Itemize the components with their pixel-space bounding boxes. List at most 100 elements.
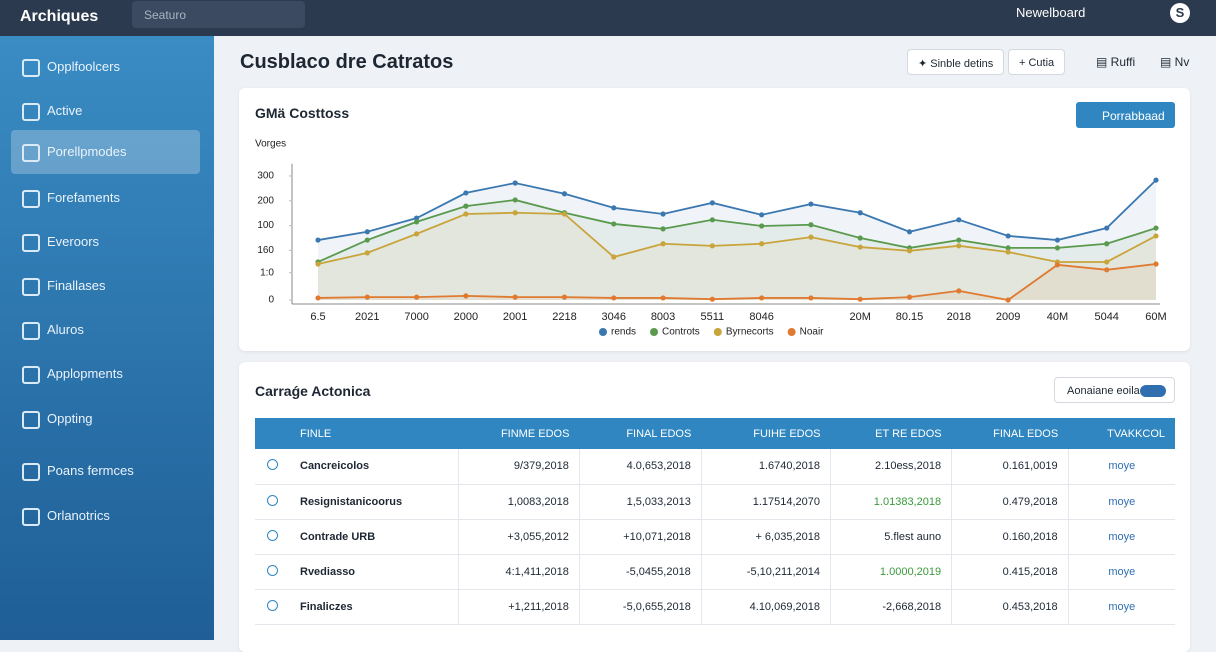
cell: 1,5,033,2013 bbox=[578, 484, 702, 520]
point bbox=[561, 294, 568, 300]
point bbox=[413, 215, 420, 221]
radio[interactable] bbox=[267, 564, 278, 576]
row-icon bbox=[255, 449, 290, 485]
button[interactable]: ▤ Ruffi bbox=[1096, 55, 1136, 69]
header-cell bbox=[255, 418, 290, 449]
sidebar-item[interactable]: Porellpmodes bbox=[11, 130, 200, 174]
row-icon bbox=[255, 589, 290, 625]
point bbox=[364, 250, 370, 256]
sidebar-item[interactable]: Active bbox=[11, 89, 200, 133]
y-axis-label: Vorges bbox=[255, 139, 286, 150]
sidebar-item[interactable]: Poans fermces bbox=[11, 449, 200, 493]
y-tick-label: 0 bbox=[268, 295, 274, 306]
cell: moye bbox=[1067, 519, 1175, 555]
point bbox=[364, 229, 370, 235]
sidebar-item[interactable]: Oppting bbox=[11, 397, 200, 441]
radio[interactable] bbox=[267, 459, 278, 471]
point bbox=[857, 235, 863, 241]
radio[interactable] bbox=[267, 599, 278, 611]
card-title: Carraǵe Actonica bbox=[255, 383, 371, 399]
cell: -5,0455,2018 bbox=[578, 554, 702, 590]
cell: 5.flest auno bbox=[829, 519, 952, 555]
button[interactable]: Porrabbaad bbox=[1076, 102, 1175, 128]
point bbox=[759, 241, 765, 247]
point bbox=[364, 294, 370, 300]
table-row[interactable]: Finaliczes +1,211,2018 -5,0,655,2018 4.10,0… bbox=[255, 589, 1175, 625]
point bbox=[1153, 261, 1159, 267]
cell: moye bbox=[1067, 589, 1175, 625]
x-tick-label: 2001 bbox=[503, 311, 527, 323]
cell: moye bbox=[1067, 449, 1175, 485]
legend-label: rends bbox=[611, 327, 636, 338]
cell: 1.0000,2019 bbox=[829, 554, 952, 590]
sidebar-item[interactable]: Forefaments bbox=[11, 176, 200, 220]
row-icon bbox=[255, 554, 290, 590]
cell: 9/379,2018 bbox=[457, 449, 580, 485]
cell: 4.0,653,2018 bbox=[578, 449, 702, 485]
point bbox=[463, 203, 469, 209]
cell: + 6,035,2018 bbox=[700, 519, 831, 555]
point bbox=[808, 295, 814, 301]
x-tick-label: 20M bbox=[850, 311, 871, 323]
point bbox=[413, 231, 420, 237]
point bbox=[660, 211, 666, 217]
sidebar-item[interactable]: Opplfoolcers bbox=[11, 45, 200, 89]
x-tick-label: 2218 bbox=[552, 311, 576, 323]
point bbox=[512, 210, 518, 216]
sidebar-item[interactable]: Orlanotrics bbox=[11, 494, 200, 538]
header-cell: FINME EDOS bbox=[458, 418, 580, 449]
search-box[interactable]: Seaturo bbox=[132, 1, 305, 28]
top-link[interactable]: Newelboard bbox=[1016, 5, 1086, 20]
x-tick-label: 8046 bbox=[749, 311, 773, 323]
legend-label: Controts bbox=[662, 327, 700, 338]
avatar[interactable]: S bbox=[1170, 3, 1190, 23]
point bbox=[759, 223, 765, 229]
point bbox=[709, 217, 715, 223]
table: FINLE FINME EDOS FINAL EDOS FUIHE EDOS ET RE… bbox=[255, 418, 1175, 625]
point bbox=[1104, 259, 1110, 265]
sidebar-item[interactable]: Aluros bbox=[11, 308, 200, 352]
header-cell: FUIHE EDOS bbox=[701, 418, 831, 449]
point bbox=[956, 237, 962, 243]
point bbox=[808, 222, 814, 228]
point bbox=[1054, 262, 1061, 268]
point bbox=[512, 197, 518, 203]
button-label: Nv bbox=[1174, 55, 1190, 69]
radio[interactable] bbox=[267, 529, 278, 541]
point bbox=[315, 295, 321, 301]
point bbox=[611, 295, 617, 301]
sidebar-item[interactable]: Applopments bbox=[11, 352, 200, 396]
row-icon bbox=[255, 484, 290, 520]
button[interactable]: ✦ Sinble detins bbox=[907, 49, 1005, 75]
point bbox=[956, 243, 962, 249]
point bbox=[463, 211, 469, 217]
x-tick-label: 6.5 bbox=[310, 311, 325, 323]
table-row[interactable]: Resignistanicoorus 1,0083,2018 1,5,033,201… bbox=[255, 484, 1175, 520]
cell: +3,055,2012 bbox=[457, 519, 580, 555]
x-tick-label: 40M bbox=[1047, 311, 1068, 323]
point bbox=[857, 296, 863, 302]
table-row[interactable]: Rvediasso 4:1,411,2018 -5,0455,2018 -5,10,2… bbox=[255, 554, 1175, 590]
sidebar-item[interactable]: Everoors bbox=[11, 220, 200, 264]
point bbox=[512, 180, 518, 186]
sidebar-item[interactable]: Finallases bbox=[11, 264, 200, 308]
table-row[interactable]: Cancreicolos 9/379,2018 4.0,653,2018 1.6740… bbox=[255, 449, 1175, 485]
radio[interactable] bbox=[267, 494, 278, 506]
button[interactable]: + Cutia bbox=[1008, 49, 1066, 75]
area-fill bbox=[318, 199, 1156, 300]
point bbox=[709, 296, 715, 302]
legend-label: Byrnecorts bbox=[726, 327, 774, 338]
cell: 4.10,069,2018 bbox=[700, 589, 831, 625]
point bbox=[956, 288, 962, 294]
cell: -2,668,2018 bbox=[829, 589, 952, 625]
toggle[interactable]: Aonaiane eoila bbox=[1054, 377, 1175, 403]
button-label: Ruffi bbox=[1110, 55, 1136, 69]
x-tick-label: 3046 bbox=[602, 311, 626, 323]
legend-swatch bbox=[599, 328, 607, 336]
button[interactable]: ▤ Nv bbox=[1160, 55, 1190, 69]
point bbox=[315, 237, 321, 243]
brand[interactable]: Archiques bbox=[20, 8, 99, 25]
y-tick-label: 200 bbox=[257, 195, 274, 206]
table-row[interactable]: Contrade URB +3,055,2012 +10,071,2018 + 6,0… bbox=[255, 519, 1175, 555]
